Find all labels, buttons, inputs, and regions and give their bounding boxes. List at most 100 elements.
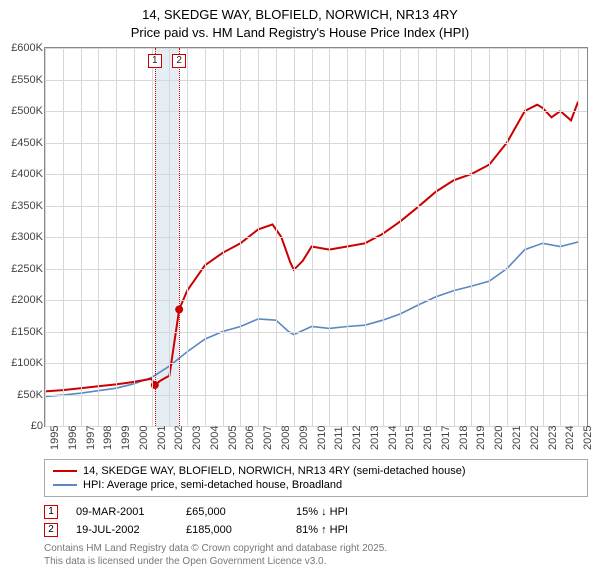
gridline-v [240,48,241,426]
gridline-h [45,332,587,333]
legend-row-red: 14, SKEDGE WAY, BLOFIELD, NORWICH, NR13 … [53,464,579,478]
gridline-v [187,48,188,426]
gridline-v [63,48,64,426]
gridline-v [312,48,313,426]
gridline-v [152,48,153,426]
gridline-v [383,48,384,426]
x-axis-label: 2008 [280,426,292,450]
x-axis-label: 2019 [475,426,487,450]
legend: 14, SKEDGE WAY, BLOFIELD, NORWICH, NR13 … [44,459,588,497]
title-line2: Price paid vs. HM Land Registry's House … [0,24,600,42]
gridline-v [134,48,135,426]
x-axis-label: 2013 [369,426,381,450]
x-axis-label: 1999 [120,426,132,450]
gridline-v [507,48,508,426]
gridline-v [98,48,99,426]
chart-plot-area: £0£50K£100K£150K£200K£250K£300K£350K£400… [44,47,588,427]
row-marker: 2 [44,523,58,537]
gridline-v [347,48,348,426]
x-axis-label: 2012 [351,426,363,450]
x-axis-label: 2024 [564,426,576,450]
gridline-v [169,48,170,426]
transaction-rows: 109-MAR-2001£65,00015% ↓ HPI219-JUL-2002… [44,503,588,539]
gridline-v [116,48,117,426]
legend-label-red: 14, SKEDGE WAY, BLOFIELD, NORWICH, NR13 … [83,465,466,477]
x-axis-label: 2003 [191,426,203,450]
row-date: 09-MAR-2001 [76,506,168,518]
x-axis-label: 1995 [49,426,61,450]
row-marker: 1 [44,505,58,519]
x-axis-label: 2009 [298,426,310,450]
row-delta: 81% ↑ HPI [296,524,388,536]
gridline-h [45,237,587,238]
gridline-v [276,48,277,426]
y-axis-label: £0 [3,420,43,432]
attribution-line2: This data is licensed under the Open Gov… [44,556,588,568]
gridline-v [365,48,366,426]
row-date: 19-JUL-2002 [76,524,168,536]
gridline-h [45,300,587,301]
y-axis-label: £100K [3,357,43,369]
y-axis-label: £450K [3,137,43,149]
gridline-h [45,269,587,270]
gridline-v [525,48,526,426]
y-axis-label: £600K [3,42,43,54]
gridline-v [329,48,330,426]
gridline-v [258,48,259,426]
gridline-h [45,111,587,112]
attribution-line1: Contains HM Land Registry data © Crown c… [44,543,588,556]
gridline-v [400,48,401,426]
x-axis-label: 2002 [173,426,185,450]
x-axis-label: 2006 [244,426,256,450]
x-axis-label: 2014 [387,426,399,450]
y-axis-label: £150K [3,326,43,338]
y-axis-label: £350K [3,200,43,212]
row-price: £185,000 [186,524,278,536]
x-axis-label: 2025 [582,426,594,450]
gridline-h [45,395,587,396]
legend-row-blue: HPI: Average price, semi-detached house,… [53,478,579,492]
event-marker-1: 1 [148,54,162,68]
legend-label-blue: HPI: Average price, semi-detached house,… [83,479,342,491]
gridline-v [223,48,224,426]
event-line [179,48,180,426]
transaction-row: 2 19-JUL-2002 £185,000 81% ↑ HPI [44,521,588,539]
y-axis-label: £400K [3,168,43,180]
x-axis-label: 2023 [547,426,559,450]
title-line1: 14, SKEDGE WAY, BLOFIELD, NORWICH, NR13 … [0,6,600,24]
attribution: Contains HM Land Registry data © Crown c… [44,543,588,568]
gridline-h [45,363,587,364]
transaction-row: 109-MAR-2001£65,00015% ↓ HPI [44,503,588,521]
y-axis-label: £300K [3,231,43,243]
x-axis-label: 2015 [404,426,416,450]
x-axis-label: 2016 [422,426,434,450]
x-axis-label: 2022 [529,426,541,450]
y-axis-label: £550K [3,74,43,86]
row-delta: 15% ↓ HPI [296,506,388,518]
x-axis-label: 2017 [440,426,452,450]
x-axis-label: 2004 [209,426,221,450]
gridline-h [45,206,587,207]
gridline-v [418,48,419,426]
legend-swatch-red [53,470,77,472]
x-axis-label: 2018 [458,426,470,450]
event-marker-2: 2 [172,54,186,68]
x-axis-label: 2011 [333,426,345,450]
gridline-v [45,48,46,426]
gridline-v [489,48,490,426]
x-axis-label: 2021 [511,426,523,450]
x-axis-label: 2007 [262,426,274,450]
gridline-v [578,48,579,426]
y-axis-label: £500K [3,105,43,117]
x-axis-label: 2020 [493,426,505,450]
gridline-h [45,143,587,144]
chart-title-block: 14, SKEDGE WAY, BLOFIELD, NORWICH, NR13 … [0,0,600,45]
gridline-v [560,48,561,426]
x-axis-label: 2005 [227,426,239,450]
gridline-h [45,48,587,49]
event-line [155,48,156,426]
y-axis-label: £50K [3,389,43,401]
y-axis-label: £200K [3,294,43,306]
gridline-h [45,80,587,81]
x-axis-label: 2000 [138,426,150,450]
